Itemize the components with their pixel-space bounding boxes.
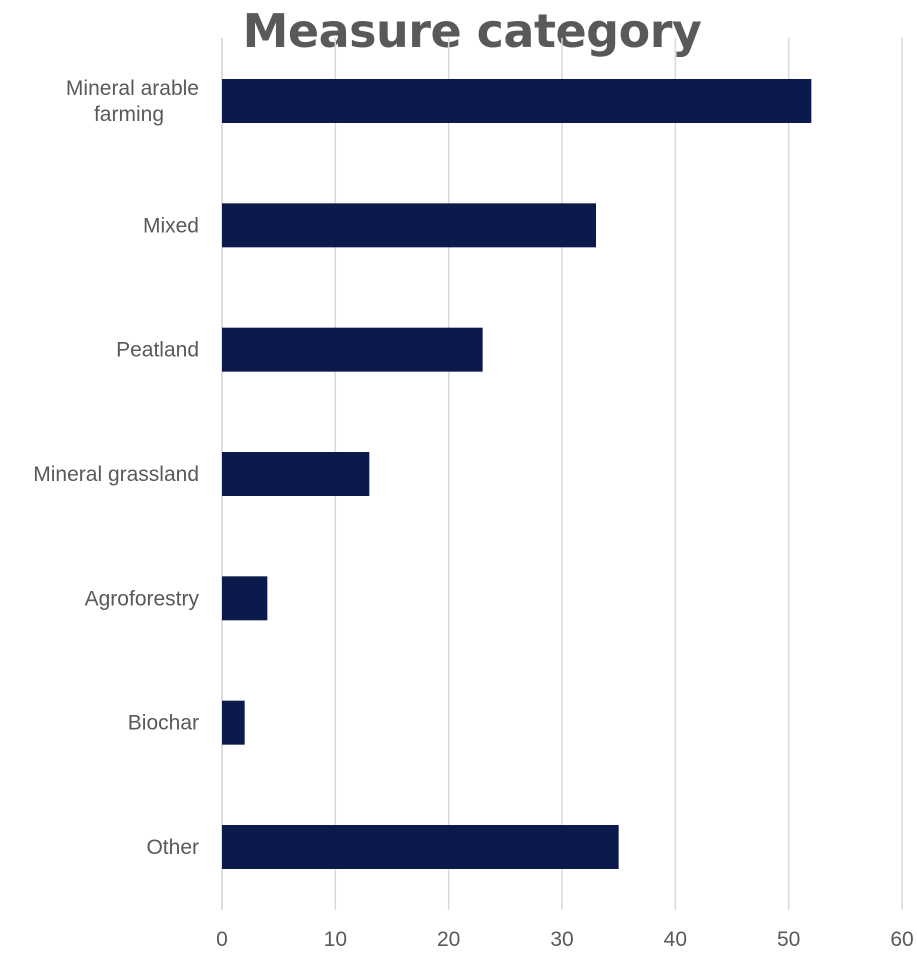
x-tick-label: 50 [777, 928, 800, 951]
bar [222, 700, 245, 745]
bars [222, 79, 812, 869]
category-label-line: Mineral arable [66, 77, 199, 100]
x-tick-label: 20 [437, 928, 460, 951]
chart-title: Measure category [242, 4, 702, 58]
x-tick-label: 40 [664, 928, 687, 951]
x-tick-label: 30 [550, 928, 573, 951]
bar [222, 825, 619, 869]
category-label-line: Other [146, 836, 199, 859]
category-labels: Mineral arable farming Mixed Peatland Minera… [33, 77, 199, 859]
category-label: Mineral arable farming [66, 77, 199, 126]
category-label: Mixed [143, 214, 199, 237]
bar [222, 327, 483, 372]
bar [222, 203, 596, 248]
category-label-line: farming [94, 103, 164, 126]
bar [222, 79, 812, 123]
category-label-line: Mixed [143, 214, 199, 237]
category-label-line: Mineral grassland [33, 463, 199, 486]
category-label: Mineral grassland [33, 463, 199, 486]
category-label: Biochar [128, 712, 199, 735]
x-tick-label: 60 [890, 928, 913, 951]
category-label: Other [146, 836, 199, 859]
category-label-line: Agroforestry [85, 587, 200, 610]
category-label: Peatland [116, 339, 199, 362]
x-tick-label: 0 [216, 928, 228, 951]
x-tick-label: 10 [324, 928, 347, 951]
bar [222, 452, 370, 496]
category-label-line: Peatland [116, 339, 199, 362]
bar [222, 576, 268, 621]
category-label-line: Biochar [128, 712, 199, 735]
x-tick-labels: 0 10 20 30 40 50 60 [216, 928, 914, 951]
category-label: Agroforestry [85, 587, 200, 610]
